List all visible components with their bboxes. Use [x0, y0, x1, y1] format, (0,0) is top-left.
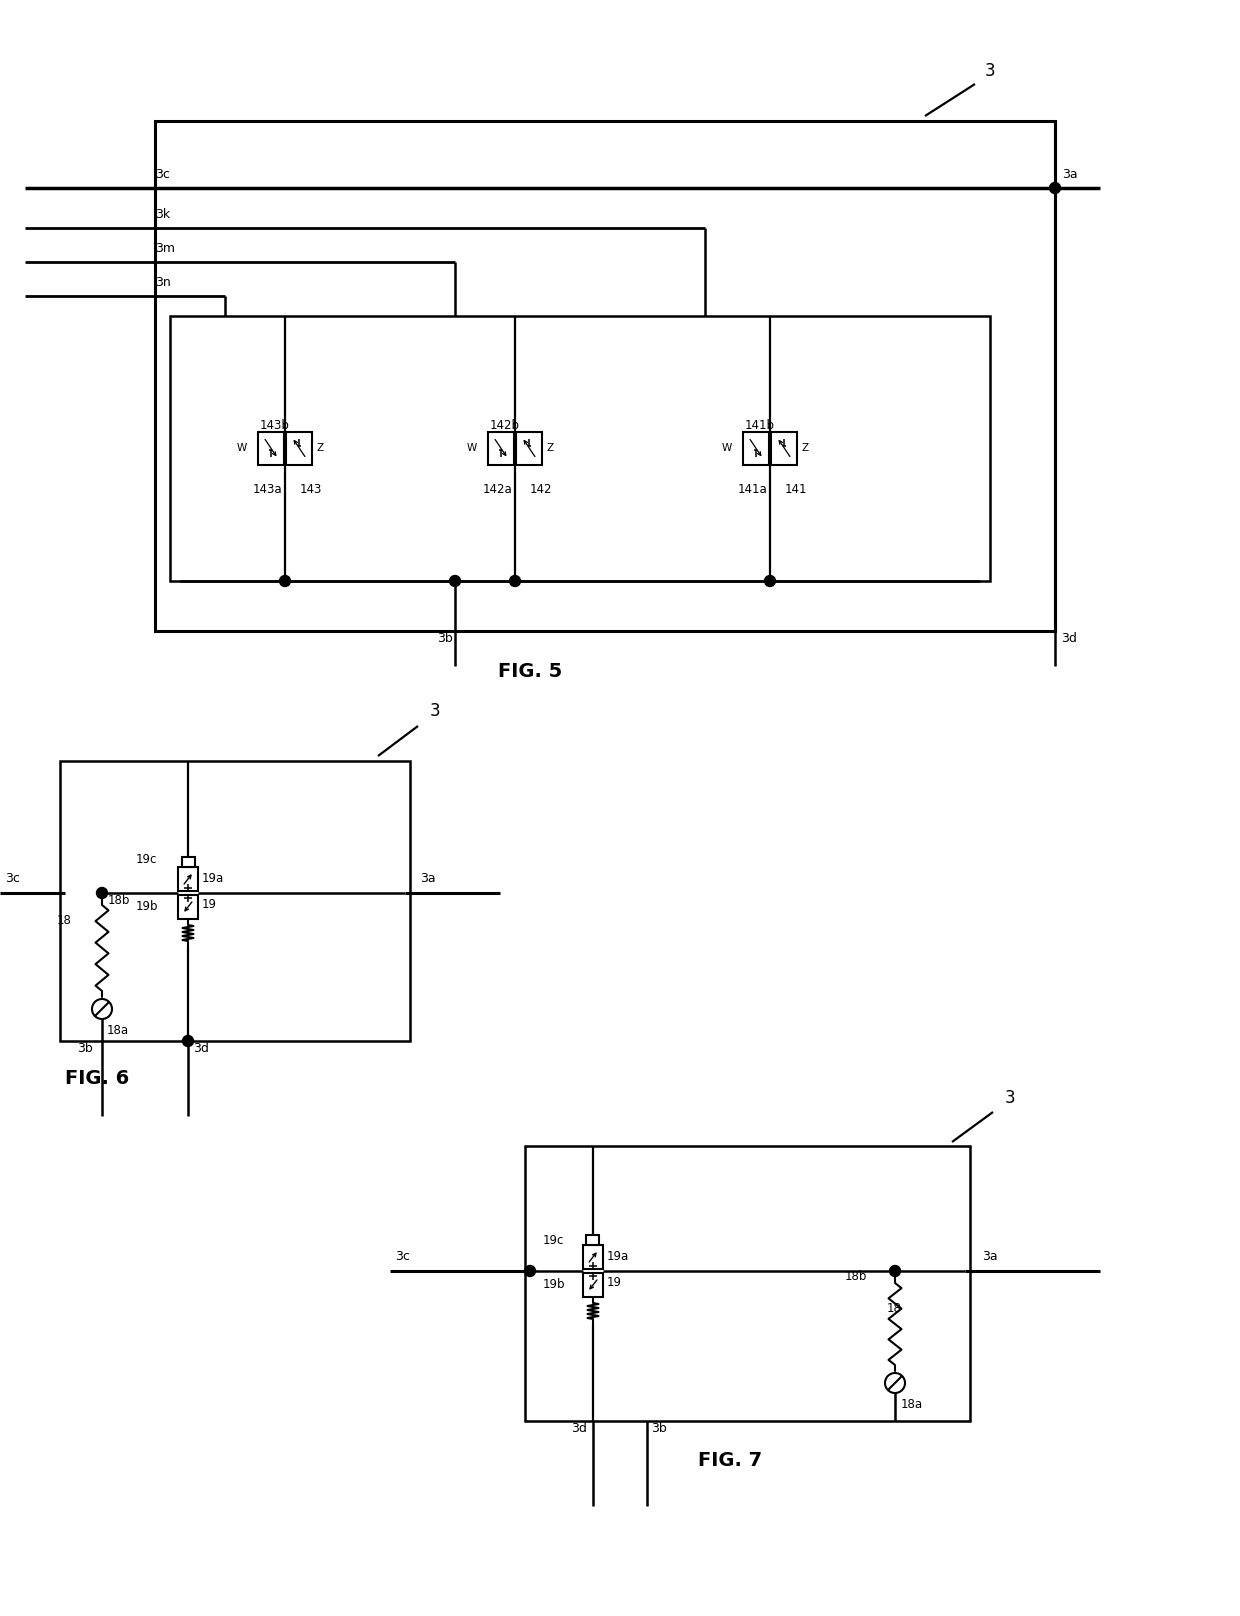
Text: 142a: 142a: [482, 483, 512, 496]
Text: 3c: 3c: [396, 1251, 410, 1264]
Text: 19c: 19c: [136, 853, 157, 866]
Text: 3m: 3m: [155, 242, 175, 255]
Text: 3c: 3c: [5, 873, 20, 886]
Text: 143b: 143b: [260, 419, 290, 431]
Bar: [487, 431, 513, 464]
Bar: [583, 1273, 603, 1298]
Bar: [743, 431, 769, 464]
Text: 3b: 3b: [651, 1422, 667, 1435]
Circle shape: [182, 1036, 193, 1047]
Bar: [587, 1235, 599, 1244]
Text: 3a: 3a: [420, 873, 435, 886]
Text: 18: 18: [57, 915, 72, 928]
Circle shape: [449, 575, 460, 587]
Text: 3n: 3n: [155, 276, 171, 289]
Text: 18a: 18a: [107, 1025, 129, 1037]
Text: 19: 19: [608, 1277, 622, 1290]
Text: 19b: 19b: [543, 1278, 565, 1291]
Text: 141b: 141b: [745, 419, 775, 431]
Text: 19b: 19b: [136, 900, 159, 913]
Text: 19a: 19a: [608, 1251, 629, 1264]
Text: 3: 3: [430, 701, 440, 721]
Text: 143a: 143a: [253, 483, 283, 496]
Text: 142: 142: [529, 483, 552, 496]
Text: 3: 3: [985, 61, 996, 81]
Text: 141: 141: [784, 483, 807, 496]
Text: 3d: 3d: [570, 1422, 587, 1435]
Text: 3a: 3a: [1061, 168, 1078, 181]
Text: Z: Z: [547, 443, 554, 452]
Text: 141a: 141a: [738, 483, 768, 496]
Text: Z: Z: [801, 443, 808, 452]
Circle shape: [889, 1265, 900, 1277]
Text: W: W: [466, 443, 477, 452]
Text: 3d: 3d: [1061, 632, 1076, 645]
Circle shape: [765, 575, 775, 587]
Bar: [60, 761, 410, 1041]
Bar: [286, 431, 312, 464]
Text: 18a: 18a: [901, 1398, 923, 1411]
Text: 3b: 3b: [77, 1041, 93, 1055]
Bar: [516, 431, 542, 464]
Text: 18b: 18b: [844, 1270, 867, 1283]
Bar: [170, 317, 990, 582]
Text: 19c: 19c: [543, 1233, 564, 1246]
Text: 19a: 19a: [202, 873, 224, 886]
Text: 142b: 142b: [490, 419, 520, 431]
Text: 19: 19: [202, 898, 217, 911]
Bar: [181, 858, 195, 868]
Circle shape: [510, 575, 521, 587]
Bar: [525, 1146, 970, 1420]
Circle shape: [97, 887, 108, 898]
Bar: [155, 121, 1055, 630]
Text: 3d: 3d: [193, 1041, 208, 1055]
Text: W: W: [722, 443, 732, 452]
Text: FIG. 6: FIG. 6: [64, 1068, 129, 1088]
Text: 3a: 3a: [982, 1251, 998, 1264]
Text: 143: 143: [299, 483, 321, 496]
Text: Z: Z: [316, 443, 324, 452]
Bar: [583, 1244, 603, 1269]
Text: 3k: 3k: [155, 208, 170, 221]
Text: FIG. 7: FIG. 7: [698, 1451, 763, 1471]
Text: FIG. 5: FIG. 5: [498, 661, 562, 680]
Text: 3c: 3c: [155, 168, 170, 181]
Text: 3: 3: [1004, 1089, 1016, 1107]
Circle shape: [1049, 183, 1060, 194]
Bar: [771, 431, 797, 464]
Text: 3b: 3b: [436, 632, 453, 645]
Circle shape: [525, 1265, 536, 1277]
Text: 18b: 18b: [108, 894, 130, 907]
Bar: [179, 895, 198, 920]
Text: W: W: [237, 443, 247, 452]
Text: 18: 18: [887, 1302, 901, 1315]
Bar: [179, 868, 198, 890]
Circle shape: [279, 575, 290, 587]
Bar: [258, 431, 284, 464]
